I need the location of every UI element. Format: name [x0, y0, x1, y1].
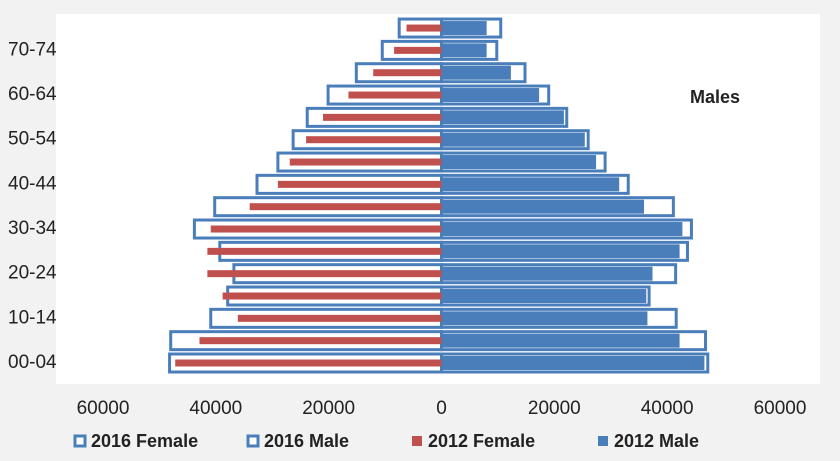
- bar: [222, 292, 442, 300]
- bar: [441, 177, 620, 192]
- x-tick-label: 60000: [754, 398, 807, 419]
- bar: [441, 222, 683, 237]
- x-tick-label: 20000: [302, 398, 355, 419]
- bar: [237, 314, 442, 322]
- legend-marker: [73, 434, 87, 448]
- bar: [441, 199, 645, 214]
- y-tick-label: 50-54: [8, 129, 57, 150]
- bar: [207, 247, 442, 255]
- y-tick-label: 60-64: [8, 84, 57, 105]
- x-tick-label: 0: [436, 398, 447, 419]
- annotation: Males: [690, 87, 740, 107]
- bar: [406, 24, 442, 32]
- bar: [323, 113, 442, 121]
- bar: [441, 65, 511, 80]
- bar: [441, 132, 585, 147]
- bar: [441, 21, 487, 36]
- bar: [441, 356, 705, 370]
- x-tick-label: 20000: [528, 398, 581, 419]
- legend-label: 2012 Female: [428, 431, 535, 451]
- bar: [441, 266, 653, 281]
- legend-label: 2016 Female: [91, 431, 198, 451]
- bar: [306, 136, 442, 144]
- bar: [441, 244, 680, 259]
- bar: [199, 337, 442, 345]
- bar: [348, 91, 442, 99]
- bar: [394, 46, 442, 54]
- y-tick-label: 30-34: [8, 218, 57, 239]
- bar: [277, 180, 442, 188]
- bar: [441, 88, 540, 103]
- bar: [207, 270, 442, 278]
- bar: [289, 158, 442, 166]
- bar: [373, 69, 442, 77]
- x-tick-label: 40000: [641, 398, 694, 419]
- bar: [441, 333, 680, 348]
- bar: [441, 43, 487, 58]
- y-tick-label: 40-44: [8, 173, 57, 194]
- bar: [441, 110, 564, 125]
- bar: [210, 225, 442, 233]
- legend-marker: [412, 436, 422, 446]
- legend-marker: [246, 434, 260, 448]
- legend-marker: [598, 436, 608, 446]
- bar: [441, 155, 597, 170]
- bar: [175, 359, 442, 367]
- x-tick-label: 60000: [77, 398, 130, 419]
- y-tick-label: 00-04: [8, 352, 57, 373]
- bar: [441, 311, 648, 326]
- y-tick-label: 10-14: [8, 307, 57, 328]
- y-tick-label: 20-24: [8, 263, 57, 284]
- x-tick-label: 40000: [189, 398, 242, 419]
- legend-label: 2012 Male: [614, 431, 699, 451]
- bar: [249, 203, 442, 211]
- y-tick-label: 70-74: [8, 39, 57, 60]
- legend-label: 2016 Male: [264, 431, 349, 451]
- bar: [441, 289, 647, 304]
